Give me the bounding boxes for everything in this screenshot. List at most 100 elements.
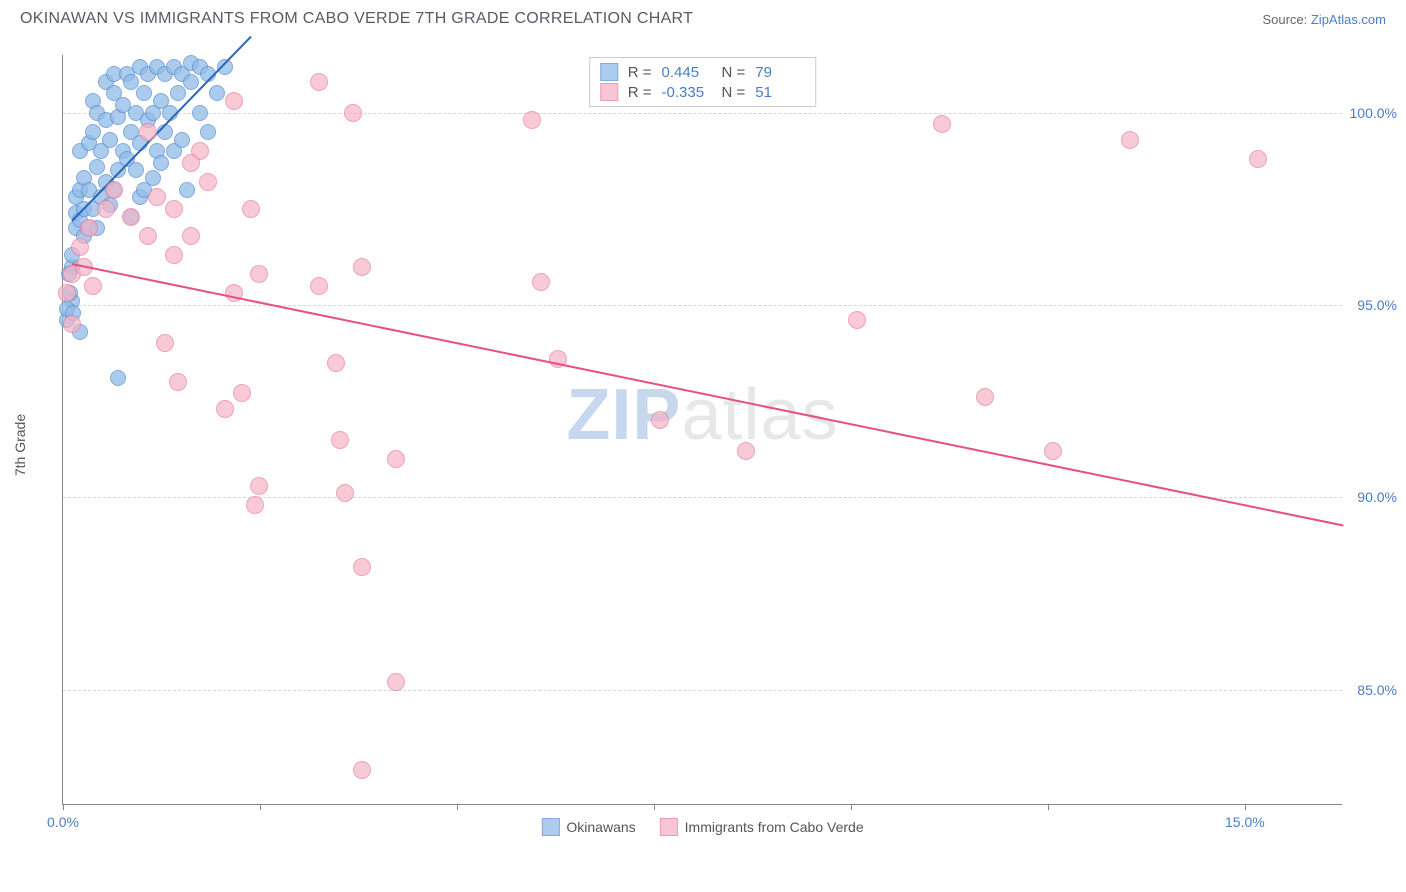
scatter-point (1249, 150, 1267, 168)
scatter-point (165, 246, 183, 264)
scatter-point (1044, 442, 1062, 460)
source-link[interactable]: ZipAtlas.com (1311, 12, 1386, 27)
scatter-point (199, 173, 217, 191)
scatter-point (170, 85, 186, 101)
scatter-point (344, 104, 362, 122)
scatter-point (225, 92, 243, 110)
scatter-point (183, 74, 199, 90)
x-tick (260, 804, 261, 810)
watermark: ZIPatlas (566, 374, 838, 456)
correlation-legend: R =0.445N =79R =-0.335N =51 (589, 57, 817, 107)
x-tick (1245, 804, 1246, 810)
scatter-point (110, 370, 126, 386)
scatter-point (848, 311, 866, 329)
scatter-point (122, 208, 140, 226)
gridline (63, 113, 1342, 114)
legend-label: Immigrants from Cabo Verde (685, 819, 864, 835)
x-tick (457, 804, 458, 810)
source-attribution: Source: ZipAtlas.com (1262, 12, 1386, 27)
scatter-point (1121, 131, 1139, 149)
scatter-point (128, 162, 144, 178)
legend-label: Okinawans (566, 819, 635, 835)
x-tick (1048, 804, 1049, 810)
scatter-point (310, 277, 328, 295)
stat-n-label: N = (722, 84, 746, 101)
scatter-point (651, 411, 669, 429)
legend-swatch (600, 63, 618, 81)
y-axis-label: 7th Grade (12, 414, 28, 476)
scatter-point (192, 105, 208, 121)
plot-area: ZIPatlas R =0.445N =79R =-0.335N =51 Oki… (62, 55, 1342, 805)
legend-swatch (600, 83, 618, 101)
stat-n-label: N = (722, 64, 746, 81)
scatter-point (353, 558, 371, 576)
chart-container: 7th Grade ZIPatlas R =0.445N =79R =-0.33… (20, 45, 1386, 845)
x-tick (851, 804, 852, 810)
scatter-point (182, 154, 200, 172)
scatter-point (209, 85, 225, 101)
scatter-point (165, 200, 183, 218)
scatter-point (233, 384, 251, 402)
scatter-point (63, 315, 81, 333)
scatter-point (387, 450, 405, 468)
scatter-point (80, 219, 98, 237)
scatter-point (933, 115, 951, 133)
scatter-point (242, 200, 260, 218)
y-tick-label: 95.0% (1347, 297, 1397, 313)
x-tick-label: 15.0% (1225, 814, 1265, 830)
x-tick-label: 0.0% (47, 814, 79, 830)
stat-r-value: 0.445 (662, 64, 712, 81)
scatter-point (85, 124, 101, 140)
scatter-point (246, 496, 264, 514)
legend-item: Okinawans (541, 818, 635, 836)
scatter-point (105, 181, 123, 199)
legend-item: Immigrants from Cabo Verde (660, 818, 864, 836)
stat-r-value: -0.335 (662, 84, 712, 101)
stat-n-value: 51 (755, 84, 805, 101)
scatter-point (250, 265, 268, 283)
stat-r-label: R = (628, 84, 652, 101)
scatter-point (353, 258, 371, 276)
scatter-point (139, 123, 157, 141)
scatter-point (84, 277, 102, 295)
scatter-point (310, 73, 328, 91)
gridline (63, 305, 1342, 306)
scatter-point (336, 484, 354, 502)
scatter-point (216, 400, 234, 418)
legend-stats-row: R = -0.335 N = 51 (600, 82, 806, 102)
gridline (63, 690, 1342, 691)
scatter-point (97, 200, 115, 218)
scatter-point (89, 159, 105, 175)
scatter-point (148, 188, 166, 206)
scatter-point (523, 111, 541, 129)
legend-swatch (660, 818, 678, 836)
scatter-point (737, 442, 755, 460)
scatter-point (532, 273, 550, 291)
legend-swatch (541, 818, 559, 836)
scatter-point (169, 373, 187, 391)
x-tick (654, 804, 655, 810)
y-tick-label: 85.0% (1347, 682, 1397, 698)
scatter-point (136, 85, 152, 101)
scatter-point (156, 334, 174, 352)
scatter-point (387, 673, 405, 691)
stat-r-label: R = (628, 64, 652, 81)
series-legend: Okinawans Immigrants from Cabo Verde (541, 818, 863, 836)
y-tick-label: 90.0% (1347, 489, 1397, 505)
scatter-point (331, 431, 349, 449)
scatter-point (174, 132, 190, 148)
chart-title: OKINAWAN VS IMMIGRANTS FROM CABO VERDE 7… (20, 10, 693, 28)
chart-header: OKINAWAN VS IMMIGRANTS FROM CABO VERDE 7… (0, 0, 1406, 36)
scatter-point (182, 227, 200, 245)
scatter-point (327, 354, 345, 372)
legend-stats-row: R =0.445N =79 (600, 62, 806, 82)
scatter-point (179, 182, 195, 198)
scatter-point (250, 477, 268, 495)
scatter-point (139, 227, 157, 245)
scatter-point (58, 284, 76, 302)
x-tick (63, 804, 64, 810)
scatter-point (71, 238, 89, 256)
scatter-point (976, 388, 994, 406)
y-tick-label: 100.0% (1347, 105, 1397, 121)
scatter-point (353, 761, 371, 779)
